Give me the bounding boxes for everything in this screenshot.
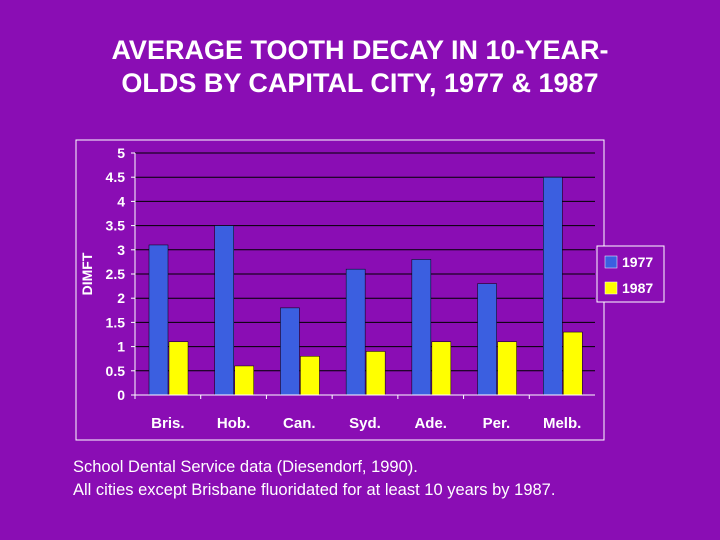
bar-1987-melb xyxy=(563,331,583,396)
y-tick-label: 1 xyxy=(117,339,125,355)
x-tick-label: Per. xyxy=(483,415,511,432)
x-tick-label: Hob. xyxy=(217,415,250,432)
caption-line-1: School Dental Service data (Diesendorf, … xyxy=(73,458,418,476)
y-tick-label: 4 xyxy=(117,193,125,209)
y-axis-label: DIMFT xyxy=(79,252,95,295)
bar-1987-per xyxy=(497,341,517,396)
slide-title: AVERAGE TOOTH DECAY IN 10-YEAR- OLDS BY … xyxy=(20,34,700,100)
legend-label-1987: 1987 xyxy=(622,280,653,296)
x-tick-label: Syd. xyxy=(349,415,381,432)
x-tick-label: Bris. xyxy=(151,415,184,432)
y-tick-label: 3 xyxy=(117,242,125,258)
bar-1977-per xyxy=(477,283,497,396)
bar-1987-syd xyxy=(365,351,386,396)
y-tick-label: 1.5 xyxy=(106,314,126,330)
y-tick-label: 5 xyxy=(117,145,125,161)
legend-swatch-1987 xyxy=(604,281,618,295)
y-tick-labels: 0 0.5 1 1.5 2 2.5 3 3.5 4 4.5 5 xyxy=(106,145,135,403)
y-tick-label: 2 xyxy=(117,290,125,306)
legend: 1977 1987 xyxy=(596,245,665,303)
bar-1977-melb xyxy=(543,176,563,396)
source-caption: School Dental Service data (Diesendorf, … xyxy=(73,456,713,502)
y-tick-label: 0 xyxy=(117,387,125,403)
y-tick-label: 2.5 xyxy=(106,266,126,282)
x-tick-labels: Bris. Hob. Can. Syd. Ade. Per. Melb. xyxy=(134,395,581,432)
y-tick-label: 0.5 xyxy=(106,363,126,379)
x-tick-label: Can. xyxy=(283,415,316,432)
slide-title-line-2: OLDS BY CAPITAL CITY, 1977 & 1987 xyxy=(121,68,599,98)
x-tick-label: Melb. xyxy=(543,415,581,432)
slide-title-line-1: AVERAGE TOOTH DECAY IN 10-YEAR- xyxy=(111,35,609,65)
bar-1977-syd xyxy=(345,268,366,396)
x-tick-label: Ade. xyxy=(414,415,447,432)
y-tick-label: 4.5 xyxy=(106,169,126,185)
bars xyxy=(148,176,583,396)
bar-1977-bris xyxy=(148,244,169,396)
bar-1987-ade xyxy=(431,341,452,396)
caption-line-2: All cities except Brisbane fluoridated f… xyxy=(73,481,556,499)
legend-label-1977: 1977 xyxy=(622,254,653,270)
bar-1987-bris xyxy=(168,341,189,396)
bar-1977-ade xyxy=(411,259,432,396)
bar-1977-can xyxy=(280,307,300,396)
y-tick-label: 3.5 xyxy=(106,218,126,234)
bar-1987-can xyxy=(300,356,320,396)
bar-1987-hob xyxy=(234,365,254,396)
bar-1977-hob xyxy=(214,225,234,396)
legend-swatch-1977 xyxy=(604,255,618,269)
